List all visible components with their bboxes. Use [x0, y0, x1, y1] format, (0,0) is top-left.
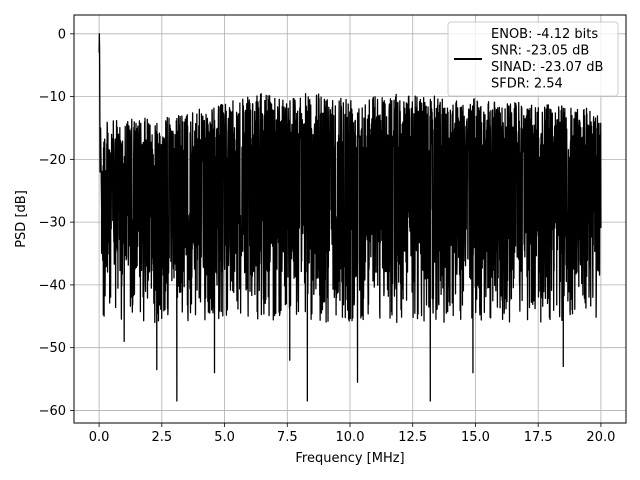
- x-tick-label: 10.0: [336, 430, 365, 445]
- x-tick-label: 5.0: [214, 430, 235, 445]
- y-tick-label: −60: [39, 404, 66, 419]
- x-tick-label: 0.0: [89, 430, 110, 445]
- y-tick-label: −30: [39, 216, 66, 231]
- x-tick-label: 12.5: [398, 430, 427, 445]
- axis-ticks: 0.0 2.5 5.0 7.5 10.0 12.5 15.0 17.5 20.0 0 −10 −20 −…: [39, 27, 616, 445]
- psd-series-line: [98, 33, 602, 402]
- legend-box: [447, 21, 619, 97]
- legend-sfdr: SFDR: 2.54: [491, 77, 563, 92]
- legend-sinad: SINAD: -23.07 dB: [491, 60, 603, 75]
- y-tick-label: −50: [39, 341, 66, 356]
- y-tick-label: −40: [39, 278, 66, 293]
- x-tick-label: 20.0: [586, 430, 615, 445]
- x-tick-label: 2.5: [151, 430, 172, 445]
- x-tick-label: 17.5: [524, 430, 553, 445]
- x-axis-label: Frequency [MHz]: [295, 451, 404, 466]
- y-tick-label: −10: [39, 90, 66, 105]
- y-tick-label: −20: [39, 153, 66, 168]
- legend-snr: SNR: -23.05 dB: [491, 44, 589, 59]
- legend-enob: ENOB: -4.12 bits: [491, 27, 598, 42]
- series-layer: [98, 33, 602, 402]
- x-tick-label: 7.5: [277, 430, 298, 445]
- x-tick-label: 15.0: [461, 430, 490, 445]
- legend: ENOB: -4.12 bits SNR: -23.05 dB SINAD: -…: [447, 21, 619, 97]
- y-tick-label: 0: [58, 27, 66, 42]
- y-axis-label: PSD [dB]: [14, 190, 29, 248]
